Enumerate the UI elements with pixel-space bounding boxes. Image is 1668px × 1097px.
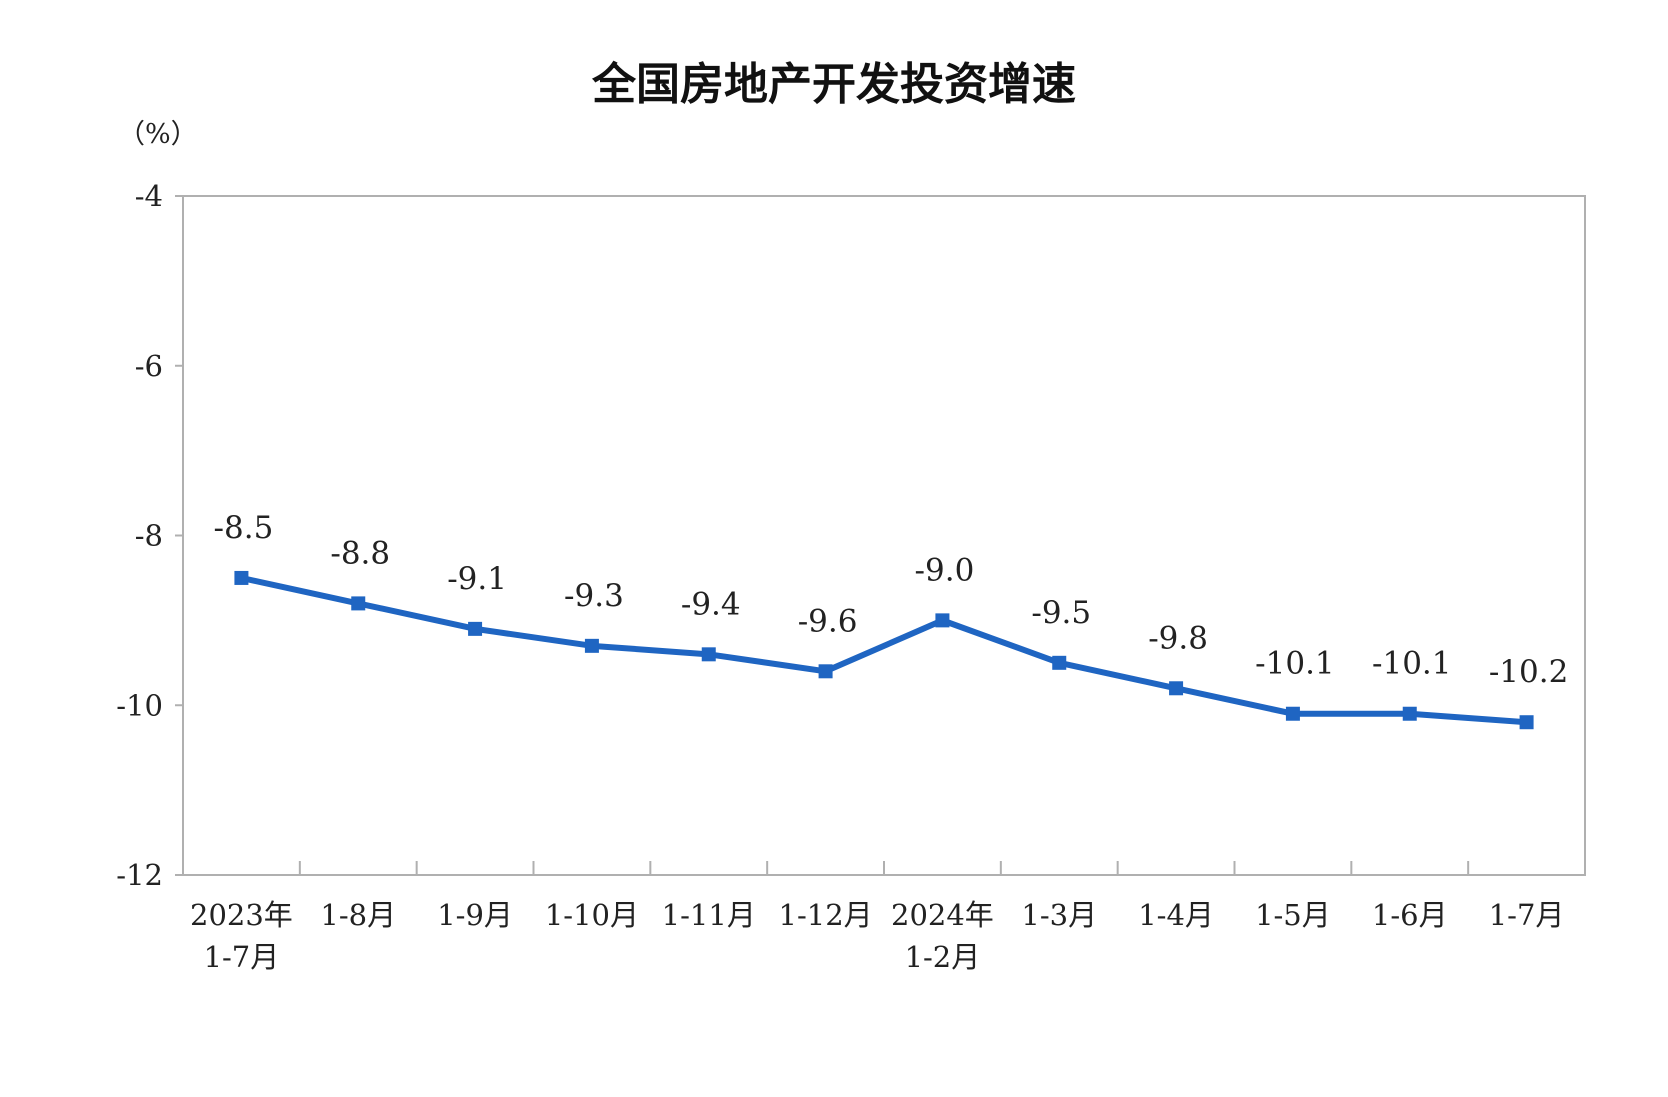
x-axis-tick-label: 1-5月 — [1255, 898, 1331, 932]
data-label: -10.1 — [1372, 646, 1452, 682]
data-label: -10.2 — [1489, 654, 1569, 690]
x-axis-tick-label: 1-12月 — [779, 898, 873, 932]
data-label: -9.3 — [564, 578, 624, 614]
data-point-marker — [1285, 706, 1300, 721]
data-point-marker — [351, 596, 366, 611]
x-axis-tick-label: 2024年 — [891, 898, 994, 932]
x-axis-tick-label: 1-7月 — [1489, 898, 1565, 932]
plot-frame — [182, 195, 1586, 876]
y-axis-tick-label: -4 — [135, 179, 163, 213]
data-label: -9.8 — [1148, 620, 1208, 656]
data-label: -8.8 — [330, 535, 390, 571]
y-axis-tick-label: -6 — [135, 349, 163, 383]
y-axis-unit-label: （%） — [118, 119, 198, 150]
x-axis-tick-label: 1-11月 — [662, 898, 756, 932]
data-label: -9.0 — [915, 552, 975, 588]
y-axis-tick-label: -8 — [135, 519, 163, 553]
data-point-marker — [584, 638, 599, 653]
x-axis-tick-label: 1-10月 — [545, 898, 639, 932]
data-label: -9.1 — [447, 561, 507, 597]
x-axis-tick-label: 1-2月 — [905, 940, 981, 974]
data-label: -9.5 — [1031, 595, 1091, 631]
chart-title: 全国房地产开发投资增速 — [592, 59, 1076, 110]
data-point-marker — [1519, 715, 1534, 730]
data-label: -10.1 — [1255, 646, 1335, 682]
series-line — [238, 574, 1530, 726]
x-axis-tick-label: 1-8月 — [320, 898, 396, 932]
data-point-marker — [701, 647, 716, 662]
y-axis-tick-label: -10 — [116, 688, 163, 722]
data-point-marker — [818, 664, 833, 679]
data-label: -8.5 — [214, 510, 274, 546]
data-point-marker — [1402, 706, 1417, 721]
data-label: -9.6 — [798, 603, 858, 639]
y-axis-tick-label: -12 — [116, 858, 163, 892]
data-point-marker — [935, 613, 950, 628]
x-axis-tick-label: 1-6月 — [1372, 898, 1448, 932]
x-axis-tick-label: 1-4月 — [1138, 898, 1214, 932]
x-axis-tick-label: 1-3月 — [1021, 898, 1097, 932]
x-axis-tick-label: 2023年 — [190, 898, 293, 932]
data-point-marker — [1052, 655, 1067, 670]
data-point-marker — [234, 570, 249, 585]
data-label: -9.4 — [681, 586, 741, 622]
data-point-marker — [1169, 681, 1184, 696]
x-axis-tick-label: 1-9月 — [437, 898, 513, 932]
x-axis-tick-label: 1-7月 — [204, 940, 280, 974]
data-point-marker — [468, 621, 483, 636]
